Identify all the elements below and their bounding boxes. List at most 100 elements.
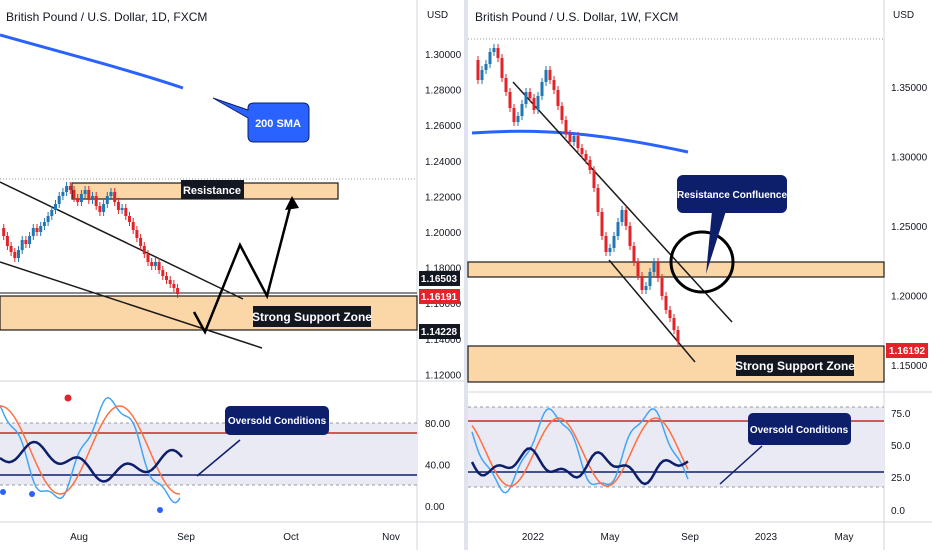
time-tick-label: 2023 bbox=[755, 532, 778, 543]
candle-body bbox=[520, 104, 524, 116]
time-tick-label: Sep bbox=[681, 532, 699, 543]
left-chart-title: British Pound / U.S. Dollar, 1D, FXCM bbox=[6, 10, 207, 24]
right-price-axis[interactable]: 1.35000 1.30000 1.25000 1.20000 1.15000 bbox=[891, 83, 928, 372]
candle-body bbox=[76, 198, 80, 202]
right-resistance-callout: Resistance Confluence bbox=[677, 175, 787, 274]
price-tick-label: 1.22000 bbox=[425, 192, 462, 203]
candle-body bbox=[165, 276, 168, 280]
candle-body bbox=[5, 236, 9, 246]
candle-body bbox=[540, 82, 544, 96]
candle-body bbox=[596, 188, 600, 212]
price-tick-label: 1.16000 bbox=[425, 299, 462, 310]
candle-body bbox=[568, 134, 572, 142]
right-resistance-label: Resistance Confluence bbox=[677, 190, 787, 201]
candle-body bbox=[512, 108, 516, 122]
right-oscillator-pane[interactable]: Oversold Conditions bbox=[468, 406, 884, 494]
osc-tick-label: 0.0 bbox=[891, 506, 905, 517]
candle-body bbox=[600, 212, 604, 236]
candle-body bbox=[516, 116, 520, 122]
candle-body bbox=[102, 204, 106, 212]
confluence-circle bbox=[669, 230, 735, 294]
candle-body bbox=[24, 240, 28, 244]
right-oversold-label: Oversold Conditions bbox=[750, 425, 849, 436]
left-projection-arrow bbox=[192, 199, 294, 335]
candle-body bbox=[552, 80, 556, 90]
time-tick-label: Aug bbox=[70, 532, 88, 543]
candle-body bbox=[628, 226, 632, 246]
candle-body bbox=[616, 222, 620, 236]
candle-body bbox=[142, 246, 146, 254]
candle-body bbox=[524, 92, 528, 104]
candle-body bbox=[176, 288, 180, 294]
candle-body bbox=[153, 262, 157, 266]
candle-body bbox=[668, 310, 672, 318]
candle-body bbox=[150, 262, 154, 266]
left-time-axis[interactable]: Aug Sep Oct Nov bbox=[70, 532, 400, 543]
candle-body bbox=[54, 204, 57, 210]
candle-body bbox=[660, 278, 664, 296]
candle-body bbox=[2, 228, 6, 236]
candle-body bbox=[139, 238, 143, 246]
osc-tick-label: 25.0 bbox=[891, 473, 911, 484]
time-tick-label: May bbox=[835, 532, 854, 543]
right-osc-axis: 75.0 50.0 25.0 0.0 bbox=[891, 409, 911, 517]
price-tick-label: 1.30000 bbox=[425, 50, 462, 61]
sma-callout: 200 SMA bbox=[212, 97, 310, 143]
right-currency-label: USD bbox=[893, 10, 914, 21]
price-tick-label: 1.28000 bbox=[425, 86, 462, 97]
price-tick-label: 1.18000 bbox=[425, 264, 462, 275]
candle-body bbox=[528, 92, 532, 98]
svg-text:1.16191: 1.16191 bbox=[421, 292, 458, 303]
left-sma-line bbox=[0, 33, 184, 90]
price-tick-label: 1.30000 bbox=[891, 153, 928, 164]
candle-body bbox=[61, 192, 65, 196]
candle-body bbox=[532, 98, 536, 110]
osc-tick-label: 80.00 bbox=[425, 419, 450, 430]
candle-body bbox=[65, 186, 69, 192]
candle-body bbox=[172, 284, 176, 288]
candle-body bbox=[640, 276, 644, 290]
price-tick-label: 1.26000 bbox=[425, 121, 462, 132]
svg-text:1.14228: 1.14228 bbox=[421, 327, 458, 338]
svg-text:1.16192: 1.16192 bbox=[889, 346, 926, 357]
time-tick-label: 2022 bbox=[522, 532, 545, 543]
price-tick-label: 1.24000 bbox=[425, 157, 462, 168]
left-chart-panel[interactable]: British Pound / U.S. Dollar, 1D, FXCM US… bbox=[0, 0, 466, 550]
candle-body bbox=[168, 280, 172, 284]
candle-body bbox=[632, 246, 636, 262]
osc-tick-label: 0.00 bbox=[425, 502, 445, 513]
candle-body bbox=[652, 262, 656, 272]
candle-body bbox=[592, 170, 596, 188]
candle-body bbox=[105, 196, 109, 204]
left-oscillator-pane[interactable]: Oversold Conditions bbox=[0, 394, 417, 514]
candle-body bbox=[161, 270, 165, 276]
left-currency-label: USD bbox=[427, 10, 448, 21]
candle-body bbox=[46, 216, 50, 222]
candle-body bbox=[28, 236, 32, 244]
candle-body bbox=[508, 92, 512, 108]
candle-body bbox=[124, 208, 128, 216]
candle-body bbox=[79, 194, 83, 202]
right-time-axis[interactable]: 2022 May Sep 2023 May bbox=[522, 532, 854, 543]
price-tick-label: 1.20000 bbox=[425, 228, 462, 239]
candle-body bbox=[68, 186, 72, 190]
candle-body bbox=[120, 208, 124, 210]
candle-body bbox=[676, 330, 680, 342]
right-sma-line bbox=[471, 129, 689, 154]
price-tick-label: 1.15000 bbox=[891, 361, 928, 372]
left-support-label: Strong Support Zone bbox=[252, 310, 372, 324]
time-tick-label: Sep bbox=[177, 532, 195, 543]
candle-body bbox=[17, 250, 20, 258]
candle-body bbox=[580, 148, 584, 154]
candle-body bbox=[672, 318, 676, 330]
left-price-axis[interactable]: 1.30000 1.28000 1.26000 1.24000 1.22000 1.200… bbox=[425, 50, 462, 381]
time-tick-label: Oct bbox=[283, 532, 299, 543]
right-chart-title: British Pound / U.S. Dollar, 1W, FXCM bbox=[475, 10, 678, 24]
candle-body bbox=[612, 236, 616, 248]
candle-body bbox=[536, 96, 540, 110]
right-chart-panel[interactable]: British Pound / U.S. Dollar, 1W, FXCM US… bbox=[467, 0, 932, 550]
sma-callout-label: 200 SMA bbox=[255, 118, 301, 130]
candle-body bbox=[572, 136, 576, 142]
